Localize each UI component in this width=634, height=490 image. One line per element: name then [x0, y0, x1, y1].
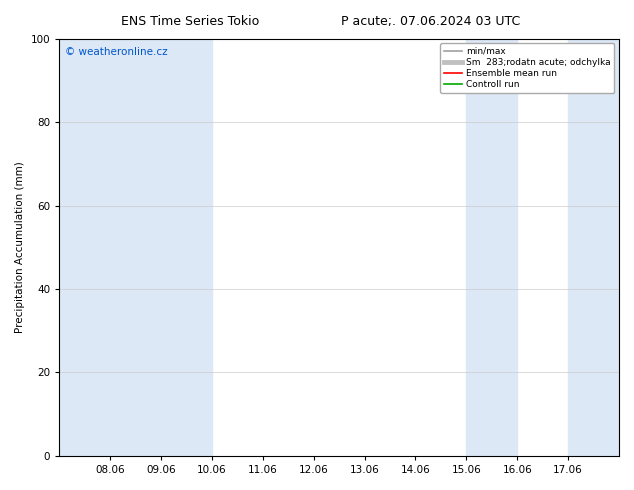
Bar [161, 39, 212, 456]
Text: P acute;. 07.06.2024 03 UTC: P acute;. 07.06.2024 03 UTC [342, 15, 521, 28]
Bar [59, 39, 161, 456]
Bar [568, 39, 619, 456]
Legend: min/max, Sm  283;rodatn acute; odchylka, Ensemble mean run, Controll run: min/max, Sm 283;rodatn acute; odchylka, … [440, 43, 614, 93]
Text: © weatheronline.cz: © weatheronline.cz [65, 47, 167, 57]
Text: ENS Time Series Tokio: ENS Time Series Tokio [121, 15, 259, 28]
Y-axis label: Precipitation Accumulation (mm): Precipitation Accumulation (mm) [15, 161, 25, 333]
Bar [467, 39, 517, 456]
